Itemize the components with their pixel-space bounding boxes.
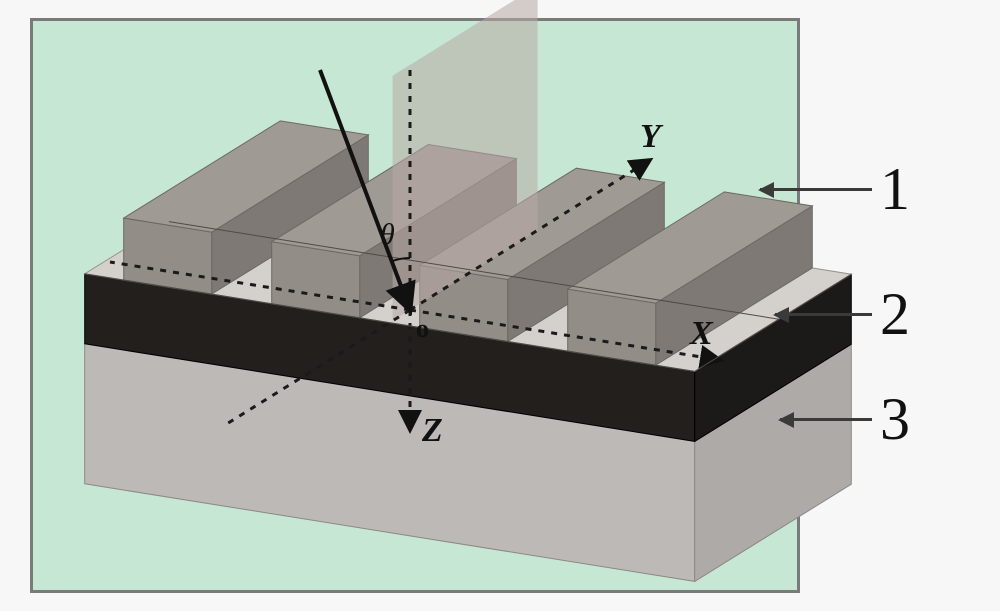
origin-label: o [416,314,429,344]
diagram-scene [0,0,1000,611]
callout-label-1: 1 [880,155,910,224]
callout-label-3: 3 [880,385,910,454]
callout-arrow-3 [778,412,794,428]
callout-leader-1 [760,188,872,191]
theta-label: θ [380,218,395,252]
callout-arrow-1 [758,182,774,198]
axis-label-y: Y [640,118,661,156]
callout-arrow-2 [773,307,789,323]
axis-label-x: X [690,315,713,353]
callout-label-2: 2 [880,280,910,349]
axis-label-z: Z [422,412,443,450]
callout-leader-2 [775,313,872,316]
